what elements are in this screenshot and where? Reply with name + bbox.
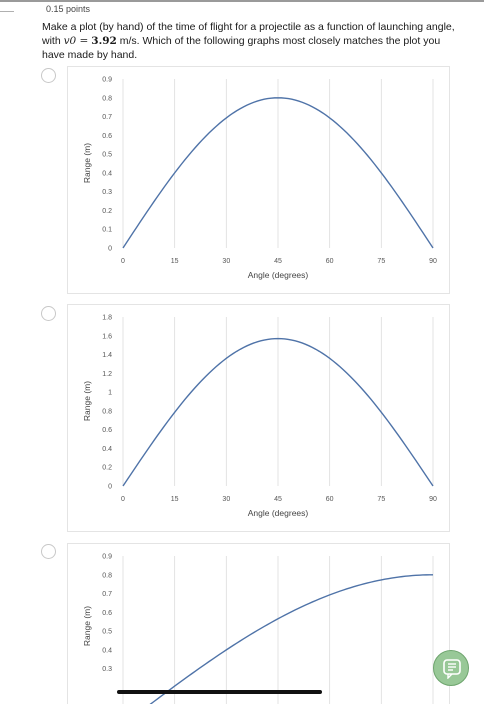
- y-tick-label: 0.9: [102, 554, 112, 561]
- y-tick-label: 0.1: [102, 227, 112, 234]
- y-tick-label: 1.6: [102, 333, 112, 340]
- y-tick-label: 0: [108, 246, 112, 253]
- option-2-chart: 0 0.2 0.4 0.6 0.8 1 1.2 1.4 1.6 1.8 0 15 30 45 60 75 90 A…: [67, 304, 450, 532]
- y-tick-label: 0.4: [102, 170, 112, 177]
- x-tick-label: 45: [274, 258, 282, 265]
- option-3-chart: 0.3 0.4 0.5 0.6 0.7 0.8 0.9 Range (m): [67, 543, 450, 704]
- option-3-radio[interactable]: [41, 544, 56, 559]
- y-tick-label: 0.2: [102, 465, 112, 472]
- x-tick-label: 30: [222, 496, 230, 503]
- x-tick-label: 90: [429, 496, 437, 503]
- x-tick-label: 75: [377, 258, 385, 265]
- series-line: [122, 97, 434, 249]
- y-tick-label: 0.5: [102, 629, 112, 636]
- y-tick-label: 1: [108, 390, 112, 397]
- x-tick-label: 60: [326, 258, 334, 265]
- option-2-chart-svg: 0 0.2 0.4 0.6 0.8 1 1.2 1.4 1.6 1.8 0 15 30 45 60 75 90 A…: [82, 315, 437, 519]
- chat-button[interactable]: [433, 650, 469, 686]
- chat-icon: [443, 659, 461, 679]
- option-1-chart: 0 0.1 0.2 0.3 0.4 0.5 0.6 0.7 0.8 0.9 0 15 30 45 60 75 9…: [67, 66, 450, 294]
- y-tick-label: 1.2: [102, 371, 112, 378]
- y-tick-label: 0.9: [102, 77, 112, 84]
- y-tick-label: 0.6: [102, 427, 112, 434]
- y-tick-label: 0: [108, 484, 112, 491]
- y-axis-label: Range (m): [82, 606, 92, 646]
- y-axis-label: Range (m): [82, 143, 92, 183]
- question-text-after: m/s. Which of the following graphs most …: [42, 35, 441, 61]
- series-line: [149, 574, 434, 704]
- y-tick-label: 0.6: [102, 133, 112, 140]
- top-divider: [0, 0, 484, 2]
- y-tick-label: 0.2: [102, 208, 112, 215]
- y-tick-label: 0.4: [102, 647, 112, 654]
- option-1-radio[interactable]: [41, 68, 56, 83]
- x-tick-label: 75: [377, 496, 385, 503]
- y-tick-label: 0.7: [102, 591, 112, 598]
- option-1-chart-svg: 0 0.1 0.2 0.3 0.4 0.5 0.6 0.7 0.8 0.9 0 15 30 45 60 75 9…: [82, 77, 437, 281]
- v-symbol: v0 =: [63, 35, 89, 47]
- y-tick-label: 0.3: [102, 666, 112, 673]
- question-text: Make a plot (by hand) of the time of fli…: [42, 20, 462, 62]
- points-label: 0.15 points: [46, 4, 91, 14]
- y-tick-label: 1.4: [102, 352, 112, 359]
- y-tick-label: 1.8: [102, 315, 112, 322]
- x-axis-label: Angle (degrees): [248, 508, 309, 518]
- x-tick-label: 90: [429, 258, 437, 265]
- x-tick-label: 30: [222, 258, 230, 265]
- y-tick-label: 0.8: [102, 408, 112, 415]
- y-tick-label: 0.4: [102, 446, 112, 453]
- y-tick-label: 0.6: [102, 610, 112, 617]
- x-tick-label: 15: [171, 258, 179, 265]
- option-3-chart-svg: 0.3 0.4 0.5 0.6 0.7 0.8 0.9 Range (m): [82, 554, 434, 704]
- y-tick-label: 0.5: [102, 152, 112, 159]
- y-tick-label: 0.8: [102, 95, 112, 102]
- x-tick-label: 0: [121, 258, 125, 265]
- home-indicator: [117, 690, 322, 694]
- v-value: 3.92: [91, 35, 117, 47]
- y-tick-label: 0.8: [102, 572, 112, 579]
- x-tick-label: 0: [121, 496, 125, 503]
- y-axis-label: Range (m): [82, 381, 92, 421]
- y-tick-label: 0.3: [102, 189, 112, 196]
- series-line: [122, 337, 434, 487]
- question-text-before: Make a plot (by hand) of the time of fli…: [42, 21, 455, 47]
- x-axis-label: Angle (degrees): [248, 270, 309, 280]
- option-2-radio[interactable]: [41, 306, 56, 321]
- x-tick-label: 60: [326, 496, 334, 503]
- x-tick-label: 45: [274, 496, 282, 503]
- side-marker: [0, 11, 14, 12]
- y-tick-label: 0.7: [102, 114, 112, 121]
- x-tick-label: 15: [171, 496, 179, 503]
